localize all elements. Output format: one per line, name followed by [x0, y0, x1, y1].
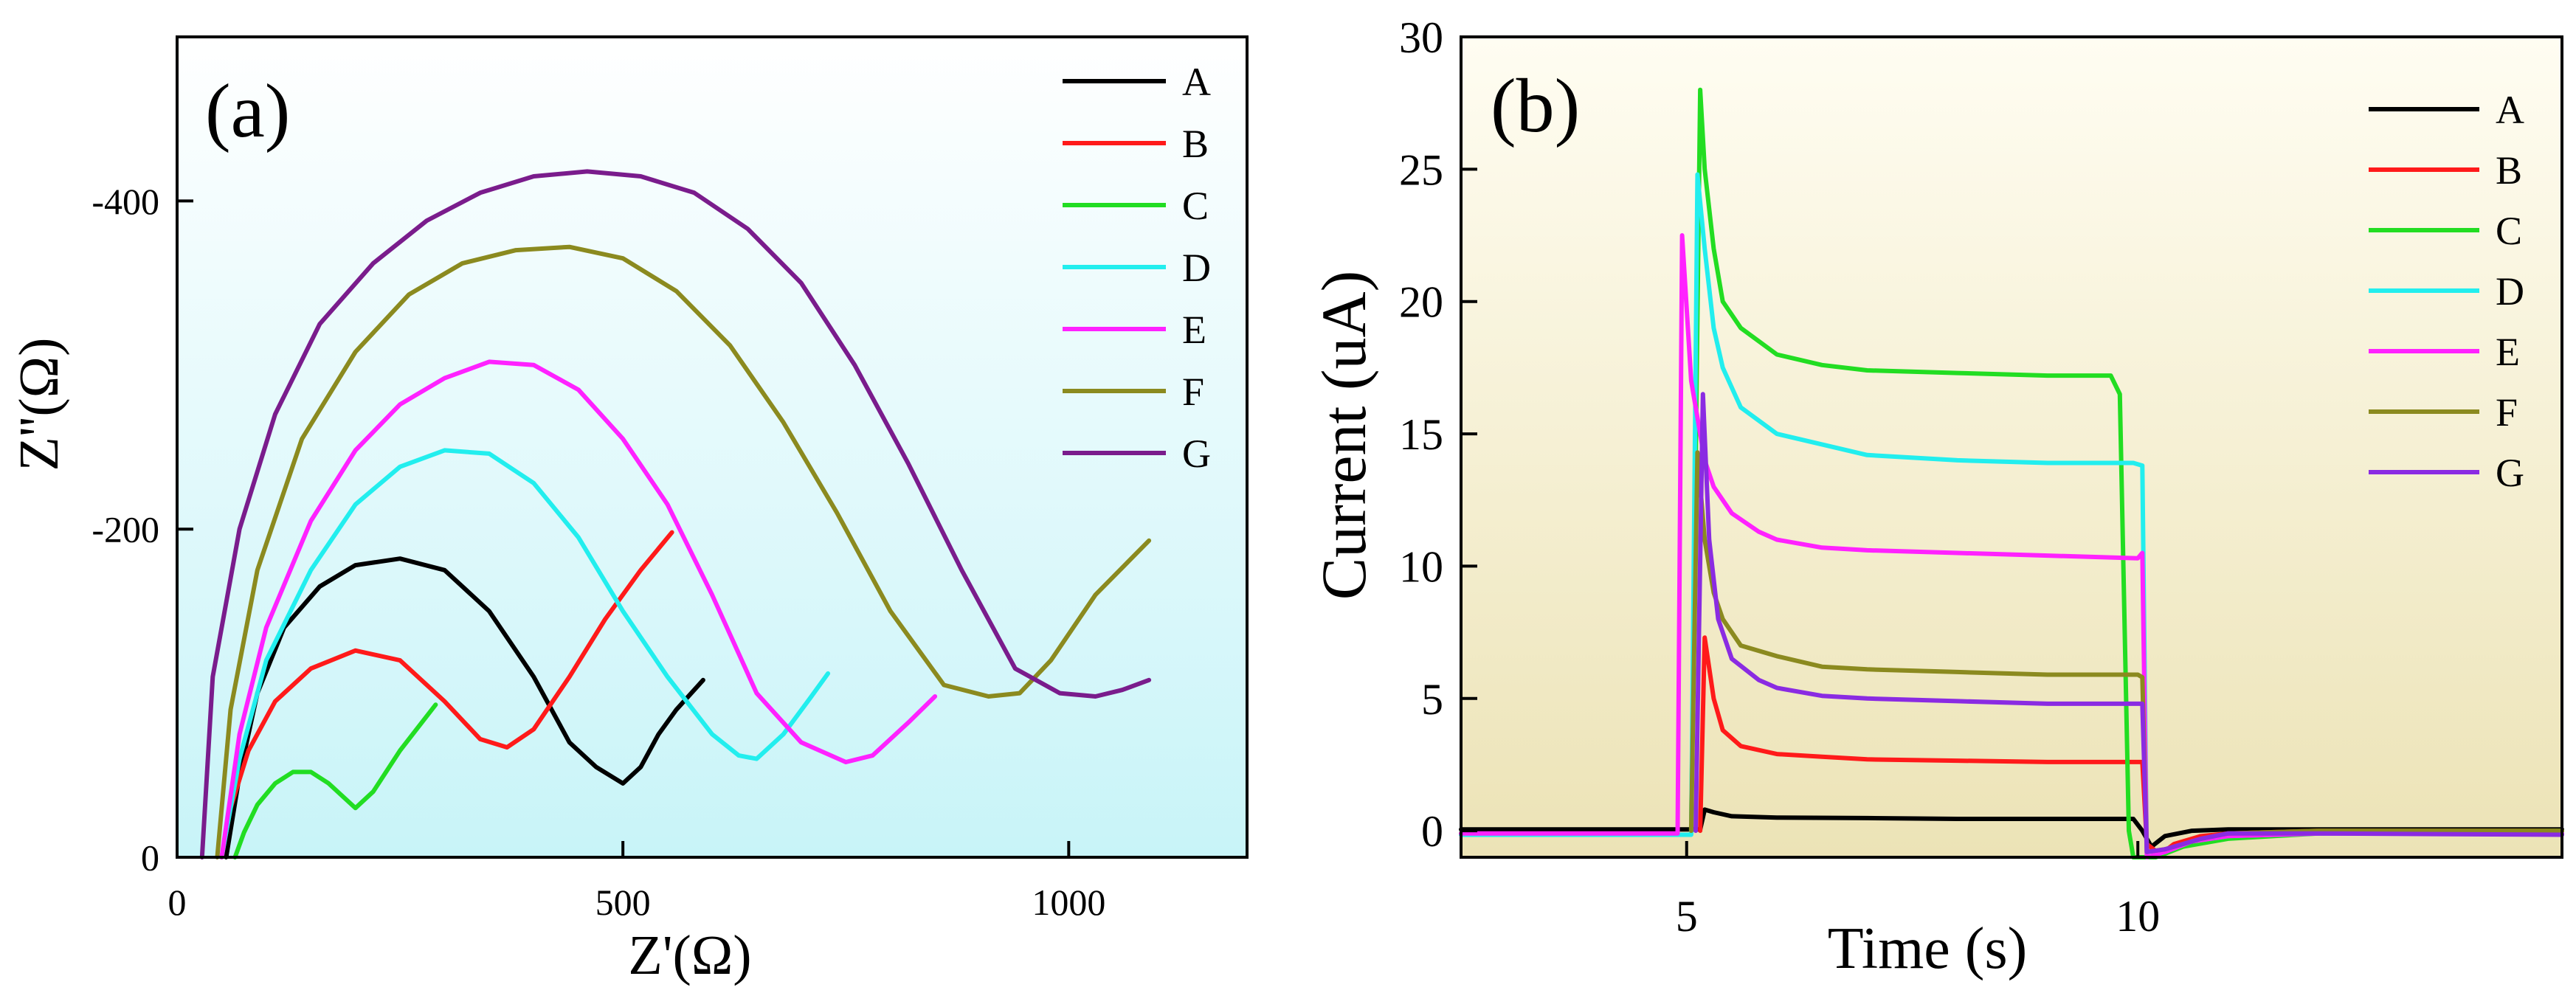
series-b-g-line — [1693, 392, 2564, 854]
legend-b-label-c: C — [2496, 209, 2522, 253]
panel-b-ticks: 5 10 0 5 10 15 20 25 30 — [1399, 13, 2160, 941]
x-tick-label-a-0: 0 — [168, 882, 187, 923]
series-a-f-line — [215, 244, 1152, 859]
plot-a-frame — [176, 35, 1249, 859]
panel-a-ticks: 0 500 1000 0 -200 -400 — [91, 181, 1105, 923]
legend-b-label-a: A — [2496, 88, 2524, 132]
panel-b-ylabel: Current (uA) — [1308, 271, 1379, 601]
legend-a-label-a: A — [1182, 60, 1211, 104]
series-a-g-line — [199, 169, 1152, 859]
legend-a-label-g: G — [1182, 432, 1211, 476]
panel-b-xlabel: Time (s) — [1828, 916, 2027, 981]
series-a-b-line — [219, 530, 674, 859]
panel-a-label: (a) — [205, 69, 290, 153]
y-tick-label-b-3: 15 — [1399, 410, 1443, 459]
y-tick-label-a-1: -200 — [91, 509, 159, 550]
series-a-a-line — [224, 556, 705, 859]
legend-a-label-b: B — [1182, 122, 1209, 166]
legend-a-label-c: C — [1182, 184, 1209, 228]
panel-a-xlabel: Z'(Ω) — [628, 924, 751, 986]
legend-b-label-f: F — [2496, 390, 2518, 435]
y-tick-label-b-6: 30 — [1399, 13, 1443, 62]
panel-b: 5 10 0 5 10 15 20 25 30 (b) Time (s) Current (uA… — [1308, 13, 2564, 981]
legend-a-label-d: D — [1182, 246, 1211, 290]
plot-a-background — [177, 37, 1247, 857]
x-tick-label-a-2: 1000 — [1032, 882, 1105, 923]
y-tick-label-b-2: 10 — [1399, 542, 1443, 591]
series-b-a-line — [1459, 807, 2564, 849]
legend-a-label-f: F — [1182, 370, 1204, 414]
y-tick-label-a-0: 0 — [141, 837, 159, 879]
x-tick-label-b-1: 10 — [2116, 892, 2160, 941]
legend-b-label-g: G — [2496, 451, 2524, 495]
series-a-c-line — [232, 702, 438, 859]
series-a-e-line — [219, 359, 938, 859]
plot-b-frame — [1460, 35, 2563, 859]
legend-b-label-b: B — [2496, 148, 2522, 193]
y-tick-label-b-1: 5 — [1421, 675, 1443, 724]
y-tick-label-b-4: 20 — [1399, 278, 1443, 327]
x-tick-label-b-0: 5 — [1676, 892, 1698, 941]
panel-a: 0 500 1000 0 -200 -400 (a) Z'(Ω) Z''(Ω) ABCDE… — [8, 35, 1249, 986]
legend-a-label-e: E — [1182, 308, 1206, 352]
panel-a-ylabel: Z''(Ω) — [8, 338, 70, 471]
panel-b-label: (b) — [1491, 63, 1580, 148]
legend-b-label-e: E — [2496, 330, 2520, 374]
y-tick-label-a-2: -400 — [91, 181, 159, 222]
series-a-d-line — [219, 448, 831, 859]
panel-b-series — [1459, 87, 2564, 859]
y-tick-label-b-5: 25 — [1399, 145, 1443, 194]
plot-b-background — [1461, 37, 2562, 857]
legend-b-label-d: D — [2496, 269, 2524, 314]
panel-a-series — [199, 169, 1152, 859]
x-tick-label-a-1: 500 — [595, 882, 651, 923]
y-tick-label-b-0: 0 — [1421, 807, 1443, 856]
